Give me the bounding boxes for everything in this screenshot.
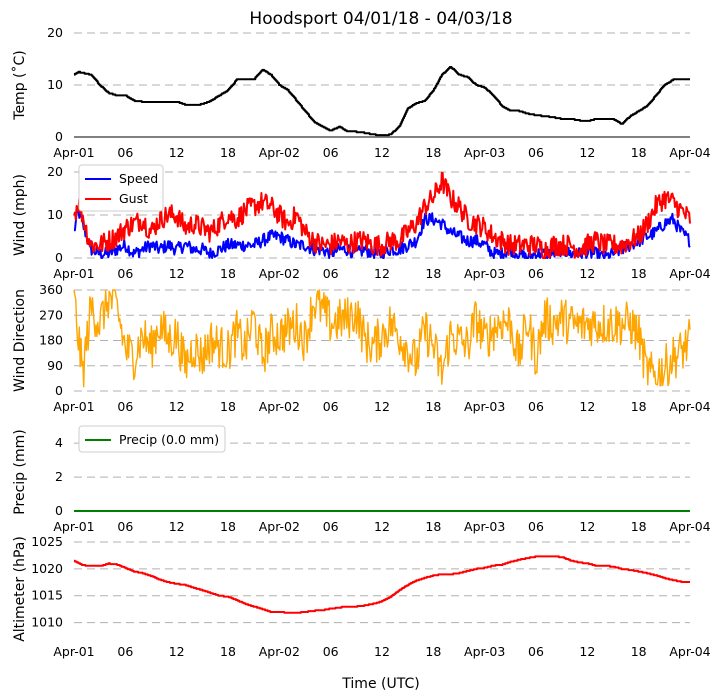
wind_direction-x-tick-label: 12 bbox=[169, 399, 185, 414]
wind_direction-x-tick-label: 06 bbox=[117, 399, 133, 414]
altimeter-x-tick-label: Apr-03 bbox=[464, 644, 505, 659]
wind-x-tick-label: 06 bbox=[528, 266, 544, 281]
altimeter-x-tick-label: 06 bbox=[323, 644, 339, 659]
altimeter-x-tick-label: 12 bbox=[579, 644, 595, 659]
precip-x-tick-label: 12 bbox=[579, 519, 595, 534]
precip-x-tick-label: 12 bbox=[374, 519, 390, 534]
altimeter-series-altimeter bbox=[73, 555, 691, 614]
wind-legend-label: Gust bbox=[119, 191, 148, 206]
temp-x-tick-label: 18 bbox=[425, 145, 441, 160]
altimeter-x-tick-label: 12 bbox=[169, 644, 185, 659]
temp-x-tick-label: Apr-02 bbox=[259, 145, 300, 160]
wind-x-tick-label: Apr-02 bbox=[259, 266, 300, 281]
altimeter-x-tick-label: 18 bbox=[425, 644, 441, 659]
precip-y-tick-label: 2 bbox=[55, 469, 63, 484]
wind-x-tick-label: 18 bbox=[425, 266, 441, 281]
precip-x-tick-label: 06 bbox=[528, 519, 544, 534]
wind-y-tick-label: 0 bbox=[55, 250, 63, 265]
altimeter-x-tick-label: 18 bbox=[631, 644, 647, 659]
altimeter-y-tick-label: 1025 bbox=[31, 534, 63, 549]
precip-legend bbox=[78, 425, 226, 453]
precip-x-tick-label: 18 bbox=[631, 519, 647, 534]
wind_direction-x-tick-label: 12 bbox=[579, 399, 595, 414]
precip-y-axis-label: Precip (mm) bbox=[12, 429, 28, 514]
wind_direction-x-tick-label: 12 bbox=[374, 399, 390, 414]
precip-x-tick-label: 18 bbox=[220, 519, 236, 534]
chart-title: Hoodsport 04/01/18 - 04/03/18 bbox=[249, 9, 512, 29]
temp-series-temp bbox=[73, 66, 691, 137]
altimeter-x-tick-label: Apr-02 bbox=[259, 644, 300, 659]
wind_direction-y-axis-label: Wind Direction bbox=[12, 289, 28, 392]
wind-x-tick-label: Apr-03 bbox=[464, 266, 505, 281]
altimeter-x-tick-label: Apr-04 bbox=[669, 644, 710, 659]
altimeter-x-tick-label: 18 bbox=[220, 644, 236, 659]
temp-y-tick-label: 0 bbox=[55, 129, 63, 144]
wind_direction-x-tick-label: Apr-03 bbox=[464, 399, 505, 414]
wind-x-tick-label: 12 bbox=[169, 266, 185, 281]
wind_direction-y-tick-label: 0 bbox=[55, 383, 63, 398]
wind-legend-label: Speed bbox=[119, 171, 158, 186]
altimeter-y-axis-label: Altimeter (hPa) bbox=[12, 536, 28, 642]
wind-x-tick-label: 06 bbox=[117, 266, 133, 281]
wind_direction-x-tick-label: 18 bbox=[631, 399, 647, 414]
precip-y-tick-label: 4 bbox=[55, 435, 63, 450]
wind_direction-x-tick-label: 18 bbox=[425, 399, 441, 414]
temp-x-tick-label: 12 bbox=[169, 145, 185, 160]
wind-x-tick-label: Apr-04 bbox=[669, 266, 710, 281]
wind_direction-y-tick-label: 180 bbox=[39, 333, 63, 348]
wind_direction-y-tick-label: 360 bbox=[39, 282, 63, 297]
temp-x-tick-label: 06 bbox=[117, 145, 133, 160]
wind_direction-x-tick-label: 06 bbox=[323, 399, 339, 414]
wind-x-tick-label: 18 bbox=[631, 266, 647, 281]
wind-x-tick-label: 18 bbox=[220, 266, 236, 281]
temp-x-tick-label: Apr-01 bbox=[53, 145, 94, 160]
wind-y-tick-label: 10 bbox=[47, 207, 63, 222]
altimeter-y-tick-label: 1010 bbox=[31, 615, 63, 630]
altimeter-x-tick-label: Apr-01 bbox=[53, 644, 94, 659]
wind_direction-x-tick-label: 06 bbox=[528, 399, 544, 414]
temp-y-tick-label: 10 bbox=[47, 77, 63, 92]
wind-series-gust bbox=[73, 171, 691, 259]
temp-x-tick-label: Apr-03 bbox=[464, 145, 505, 160]
altimeter-x-tick-label: 06 bbox=[528, 644, 544, 659]
temp-x-tick-label: Apr-04 bbox=[669, 145, 710, 160]
precip-x-tick-label: 06 bbox=[117, 519, 133, 534]
wind-x-tick-label: Apr-01 bbox=[53, 266, 94, 281]
altimeter-y-tick-label: 1020 bbox=[31, 561, 63, 576]
precip-x-tick-label: 18 bbox=[425, 519, 441, 534]
wind_direction-y-tick-label: 270 bbox=[39, 307, 63, 322]
wind_direction-x-tick-label: Apr-04 bbox=[669, 399, 710, 414]
wind_direction-x-tick-label: Apr-01 bbox=[53, 399, 94, 414]
precip-x-tick-label: Apr-04 bbox=[669, 519, 710, 534]
precip-x-tick-label: 12 bbox=[169, 519, 185, 534]
precip-y-tick-label: 0 bbox=[55, 503, 63, 518]
wind_direction-series-direction bbox=[73, 289, 691, 388]
temp-x-tick-label: 06 bbox=[528, 145, 544, 160]
precip-x-tick-label: Apr-01 bbox=[53, 519, 94, 534]
x-axis-label: Time (UTC) bbox=[341, 676, 419, 692]
temp-x-tick-label: 12 bbox=[579, 145, 595, 160]
wind-x-tick-label: 06 bbox=[323, 266, 339, 281]
wind_direction-x-tick-label: Apr-02 bbox=[259, 399, 300, 414]
temp-x-tick-label: 06 bbox=[323, 145, 339, 160]
temp-y-axis-label: Temp (˚C) bbox=[11, 50, 28, 120]
temp-x-tick-label: 18 bbox=[220, 145, 236, 160]
wind-y-axis-label: Wind (mph) bbox=[12, 174, 28, 256]
wind-x-tick-label: 12 bbox=[374, 266, 390, 281]
temp-y-tick-label: 20 bbox=[47, 25, 63, 40]
wind_direction-x-tick-label: 18 bbox=[220, 399, 236, 414]
temp-x-tick-label: 18 bbox=[631, 145, 647, 160]
wind-y-tick-label: 20 bbox=[47, 164, 63, 179]
precip-legend-label: Precip (0.0 mm) bbox=[119, 432, 219, 447]
wind_direction-y-tick-label: 90 bbox=[47, 358, 63, 373]
precip-x-tick-label: Apr-02 bbox=[259, 519, 300, 534]
precip-x-tick-label: 06 bbox=[323, 519, 339, 534]
altimeter-x-tick-label: 12 bbox=[374, 644, 390, 659]
precip-x-tick-label: Apr-03 bbox=[464, 519, 505, 534]
temp-x-tick-label: 12 bbox=[374, 145, 390, 160]
altimeter-y-tick-label: 1015 bbox=[31, 588, 63, 603]
altimeter-x-tick-label: 06 bbox=[117, 644, 133, 659]
wind-x-tick-label: 12 bbox=[579, 266, 595, 281]
